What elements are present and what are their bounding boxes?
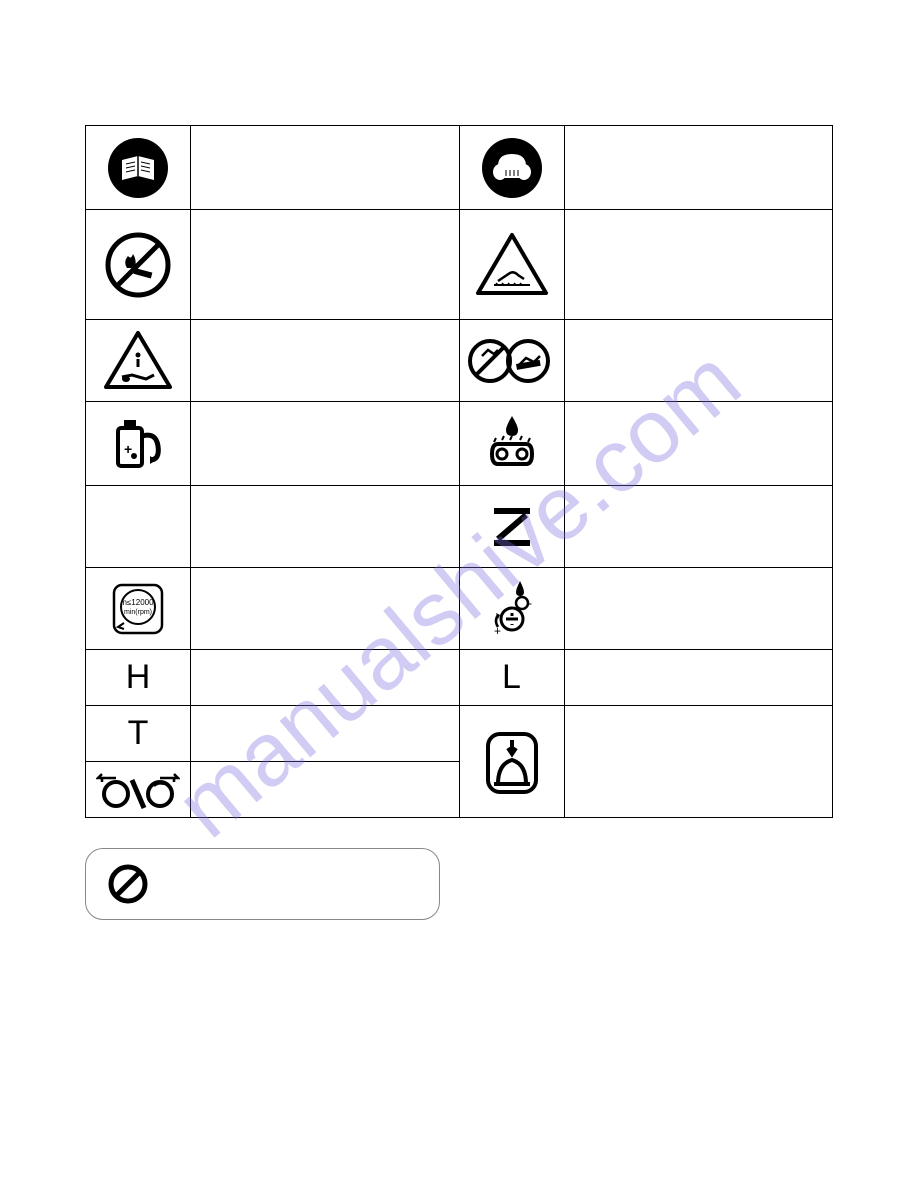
two-hands-hold-icon: [464, 336, 560, 386]
rpm-limit-icon: n≤12000 min(rpm): [90, 579, 186, 639]
choke-symbol-icon: [464, 499, 560, 555]
note-box: [85, 848, 440, 920]
svg-text:-: -: [528, 596, 532, 610]
hand-cut-warning-icon: [464, 231, 560, 299]
table-row: [86, 486, 833, 568]
table-row: [86, 126, 833, 210]
primer-bulb-icon: [464, 726, 560, 798]
letter-h: H: [126, 658, 151, 696]
svg-text:min(rpm): min(rpm): [124, 609, 152, 616]
no-fire-chainsaw-icon: [90, 230, 186, 300]
oil-adjust-icon: + -: [464, 577, 560, 641]
letter-t: T: [128, 714, 149, 752]
table-row: [86, 210, 833, 320]
read-manual-icon: [90, 136, 186, 200]
ppe-helmet-icon: [464, 136, 560, 200]
kickback-warning-icon: [90, 329, 186, 393]
prohibition-icon: [106, 862, 150, 906]
table-row: n≤12000 min(rpm) + -: [86, 568, 833, 650]
table-row: T: [86, 706, 833, 762]
letter-l: L: [502, 658, 521, 696]
svg-text:n≤12000: n≤12000: [122, 598, 154, 607]
page-content: +: [0, 0, 918, 920]
table-row: [86, 320, 833, 402]
chain-oil-icon: [464, 412, 560, 476]
table-row: H L: [86, 650, 833, 706]
svg-text:+: +: [494, 624, 501, 638]
fuel-mix-icon: +: [90, 412, 186, 476]
svg-text:+: +: [124, 441, 132, 457]
symbols-table: +: [85, 125, 833, 818]
chain-brake-icon: [90, 768, 186, 812]
table-row: +: [86, 402, 833, 486]
